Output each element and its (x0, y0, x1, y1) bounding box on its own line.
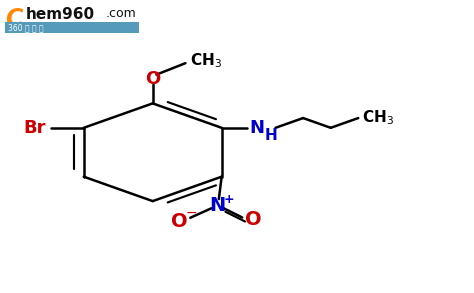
Text: Br: Br (24, 119, 46, 137)
Text: H: H (265, 127, 277, 142)
Text: CH$_3$: CH$_3$ (362, 109, 394, 127)
Text: 360 化 工 网: 360 化 工 网 (9, 23, 44, 32)
Text: CH$_3$: CH$_3$ (190, 51, 222, 70)
Text: C: C (5, 7, 22, 31)
Bar (5, 22, 138, 33)
Text: O: O (245, 210, 261, 229)
Text: O: O (145, 70, 160, 88)
Text: hem960: hem960 (25, 7, 94, 22)
Text: N: N (209, 196, 225, 215)
Text: .com: .com (106, 7, 137, 20)
Text: +: + (223, 193, 234, 206)
Text: N: N (250, 119, 265, 137)
Text: O: O (171, 212, 188, 231)
Text: −: − (185, 206, 197, 220)
